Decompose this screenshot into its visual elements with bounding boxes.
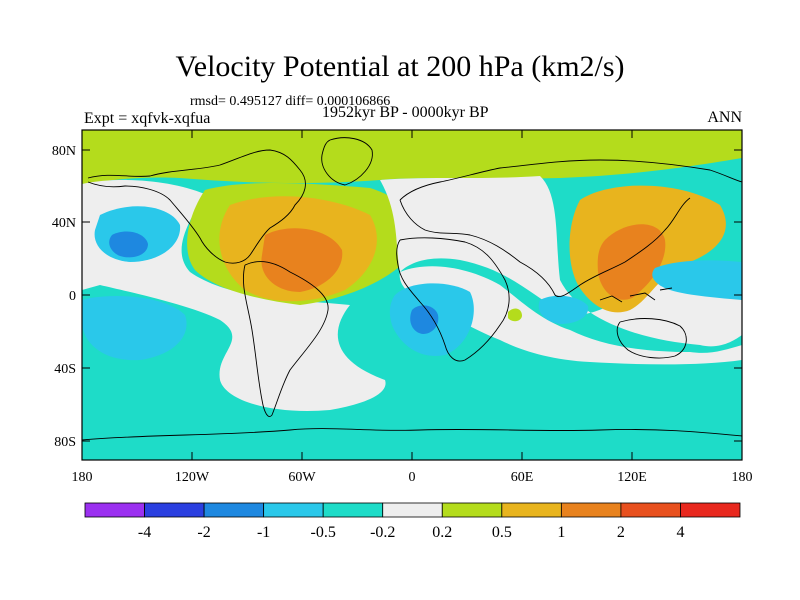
colorbar-label-0: -4 <box>138 524 151 541</box>
colorbar-label-4: -0.2 <box>370 524 395 541</box>
map-panel <box>82 130 742 460</box>
colorbar-swatch-0 <box>84 502 145 518</box>
time-period-label: 1952kyr BP - 0000kyr BP <box>322 104 489 121</box>
field-north-band <box>82 130 742 184</box>
field-gray-eurasia <box>380 176 742 347</box>
colorbar-label-5: 0.2 <box>432 524 452 541</box>
field-eastasia-core <box>597 224 666 300</box>
lat-label-80s: 80S <box>54 435 76 450</box>
season-label: ANN <box>707 109 742 126</box>
field-green-patch <box>508 308 522 322</box>
lon-label-180w: 180 <box>72 470 93 485</box>
colorbar-swatch-7 <box>501 502 562 518</box>
colorbar-label-9: 4 <box>676 524 684 541</box>
lon-label-180e: 180 <box>732 470 753 485</box>
field-westpacific-blue <box>652 260 742 300</box>
colorbar-labels: -4 -2 -1 -0.5 -0.2 0.2 0.5 1 2 4 <box>138 524 685 541</box>
colorbar <box>84 502 741 518</box>
colorbar-label-1: -2 <box>197 524 210 541</box>
lon-label-60w: 60W <box>288 470 316 485</box>
colorbar-swatch-3 <box>263 502 324 518</box>
field-indian-blue <box>538 295 589 324</box>
lat-label-40s: 40S <box>54 362 76 377</box>
axis-ticks <box>82 130 742 460</box>
colorbar-swatch-9 <box>620 502 681 518</box>
field-pacific-blue-south <box>82 295 187 361</box>
colorbar-label-7: 1 <box>557 524 565 541</box>
rmsd-diff-stats: rmsd= 0.495127 diff= 0.000106866 <box>190 94 391 109</box>
field-atlantic-core <box>261 228 343 292</box>
colorbar-label-2: -1 <box>257 524 270 541</box>
lat-label-80n: 80N <box>52 144 76 159</box>
colorbar-label-6: 0.5 <box>492 524 512 541</box>
colorbar-label-8: 2 <box>617 524 625 541</box>
coastlines <box>82 137 742 441</box>
experiment-label: Expt = xqfvk-xqfua <box>84 110 211 127</box>
lon-label-120e: 120E <box>617 470 647 485</box>
colorbar-label-3: -0.5 <box>311 524 336 541</box>
lon-label-60e: 60E <box>511 470 534 485</box>
lon-label-120w: 120W <box>175 470 210 485</box>
page-title: Velocity Potential at 200 hPa (km2/s) <box>175 50 625 83</box>
field-africa-blue-core <box>410 305 439 334</box>
colorbar-swatch-1 <box>144 502 205 518</box>
field-gray-indian <box>399 266 742 365</box>
lat-label-40n: 40N <box>52 216 76 231</box>
colorbar-swatch-2 <box>203 502 265 518</box>
colorbar-swatch-10 <box>680 502 741 518</box>
colorbar-swatch-4 <box>322 502 384 518</box>
colorbar-swatch-5 <box>382 502 443 518</box>
colorbar-swatch-6 <box>441 502 503 518</box>
lon-label-0: 0 <box>409 470 416 485</box>
field-pacific-blue-north-core <box>109 231 148 258</box>
colorbar-swatch-8 <box>560 502 622 518</box>
lat-label-eq: 0 <box>69 289 76 304</box>
